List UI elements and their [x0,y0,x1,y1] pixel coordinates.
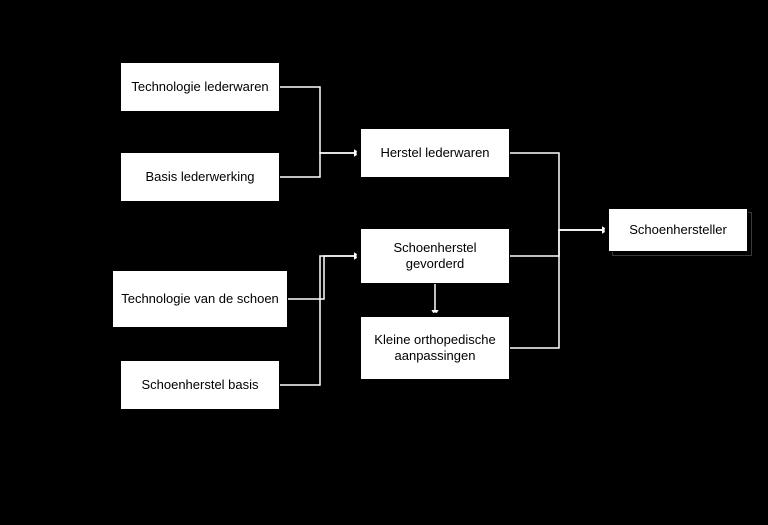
flow-node-n5: Herstel lederwaren [360,128,510,178]
flow-node-label: Herstel lederwaren [380,145,489,161]
edge [288,256,360,299]
edge [280,256,360,385]
flow-node-n2: Basis lederwerking [120,152,280,202]
edge [510,230,608,348]
flow-node-n3: Technologie van de schoen [112,270,288,328]
flow-node-label: Technologie lederwaren [131,79,268,95]
flow-node-label: Technologie van de schoen [121,291,279,307]
flow-node-label: Schoenherstel basis [141,377,258,393]
edge [280,87,360,153]
diagram-canvas: Technologie lederwaren Basis lederwerking… [0,0,768,525]
flow-node-label: Schoenhersteller [629,222,727,238]
flow-node-n7: Kleine orthopedische aanpassingen [360,316,510,380]
flow-node-label: Basis lederwerking [145,169,254,185]
flow-node-n4: Schoenherstel basis [120,360,280,410]
edge [510,230,608,256]
flow-node-n6: Schoenherstel gevorderd [360,228,510,284]
flow-node-n1: Technologie lederwaren [120,62,280,112]
edge [280,153,360,177]
flow-node-n8: Schoenhersteller [608,208,748,252]
edge [510,153,608,230]
flow-node-label: Schoenherstel gevorderd [369,240,501,273]
flow-node-label: Kleine orthopedische aanpassingen [369,332,501,365]
